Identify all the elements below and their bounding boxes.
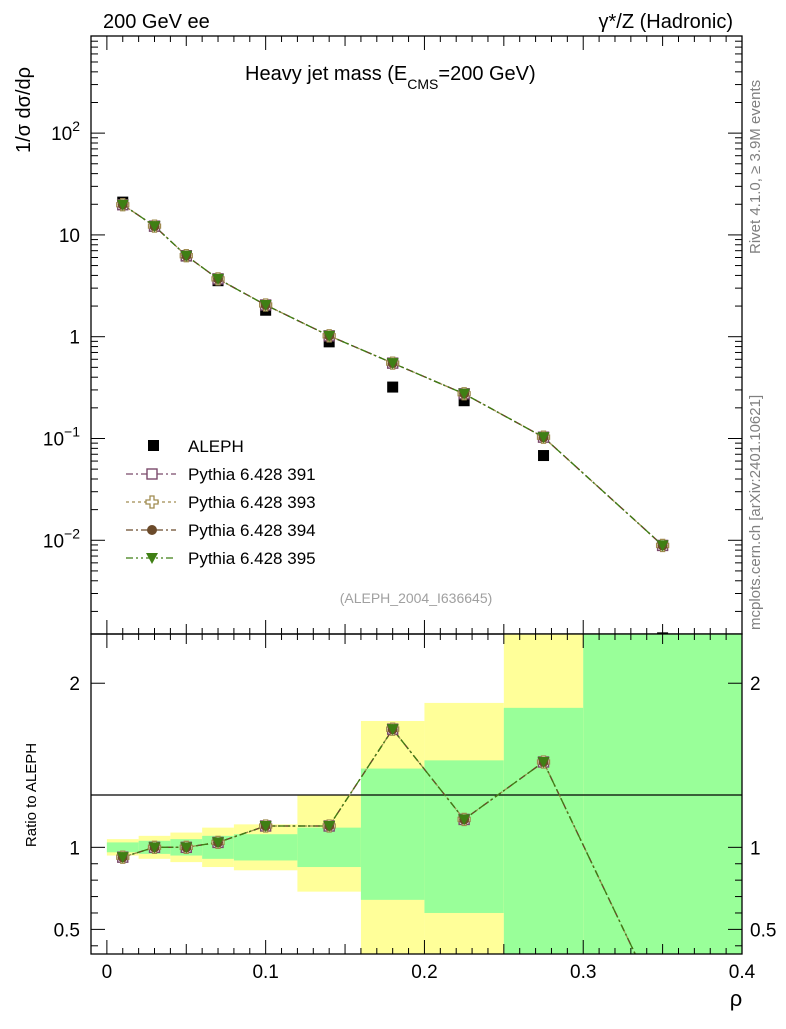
green-band <box>583 634 742 954</box>
mc-point <box>656 540 669 552</box>
mc-point <box>323 330 336 342</box>
ratio-y-tick-label: 0.5 <box>54 920 80 941</box>
green-band <box>233 834 298 861</box>
y-axis-label: 1/σ dσ/dρ <box>13 67 35 153</box>
mc-point <box>537 432 550 444</box>
y-tick-label: 10 <box>59 226 80 247</box>
legend-marker <box>146 468 158 480</box>
ratio-y-axis-label: Ratio to ALEPH <box>23 743 40 847</box>
legend: ALEPH Pythia 6.428 391 Pythia 6.428 393 Pyt… <box>126 437 316 568</box>
y-tick-label: 1 <box>69 328 80 349</box>
x-tick-label: 0.1 <box>252 962 278 983</box>
ratio-line <box>122 728 636 954</box>
legend-label-data: ALEPH <box>188 437 244 456</box>
legend-label: Pythia 6.428 391 <box>188 465 316 484</box>
green-band <box>503 707 584 954</box>
ratio-y-tick-label: 1 <box>69 838 80 859</box>
legend-label: Pythia 6.428 394 <box>188 521 316 540</box>
y-tick-label: 10−2 <box>43 525 80 552</box>
legend-label: Pythia 6.428 393 <box>188 493 316 512</box>
main-plot-frame <box>90 35 743 635</box>
ratio-lines <box>122 728 636 954</box>
ratio-plot-frame <box>90 633 743 955</box>
mc-point <box>386 358 399 370</box>
main-plot-marks <box>116 196 670 644</box>
ratio-point <box>323 821 336 832</box>
data-point <box>538 450 550 462</box>
legend-marker <box>145 495 159 509</box>
ratio-y-tick-label-right: 0.5 <box>750 920 776 941</box>
plot-title: Heavy jet mass (ECMS=200 GeV) <box>245 63 536 92</box>
ratio-plot-axes: 0 0.1 0.2 0.3 0.4 0.5 0.5 1 1 2 2 <box>54 634 776 983</box>
x-tick-label: 0.3 <box>570 962 596 983</box>
ratio-plot-panel: 0 0.1 0.2 0.3 0.4 0.5 0.5 1 1 2 2 Ratio to ALEPH ρ <box>23 633 776 1011</box>
ratio-point <box>212 837 225 849</box>
ratio-uncertainty-bands <box>106 634 742 954</box>
collision-label: 200 GeV ee <box>103 11 210 33</box>
main-plot-panel: 102 10 1 10−1 10−2 Heavy jet mass (ECMS=200 … <box>13 35 743 644</box>
ratio-point <box>386 724 399 736</box>
mc-point <box>212 273 225 285</box>
rivet-version-label: Rivet 4.1.0, ≥ 3.9M events <box>747 80 764 254</box>
mc-point <box>180 250 193 262</box>
ratio-point <box>116 852 129 864</box>
ratio-point <box>259 821 272 832</box>
y-tick-label: 10−1 <box>43 423 80 450</box>
y-tick-label: 102 <box>51 118 80 145</box>
ratio-y-tick-label-right: 2 <box>750 674 761 695</box>
ratio-point <box>537 757 550 768</box>
ratio-marks <box>116 722 636 954</box>
green-band <box>106 842 139 853</box>
ratio-y-tick-label-right: 1 <box>750 838 761 859</box>
x-tick-label: 0 <box>102 962 113 983</box>
mc-point <box>458 388 471 400</box>
x-tick-label: 0.2 <box>411 962 437 983</box>
ratio-point <box>458 814 471 826</box>
data-point <box>387 381 399 393</box>
x-axis-label: ρ <box>730 986 743 1011</box>
mcplots-label: mcplots.cern.ch [arXiv:2401.10621] <box>747 395 764 630</box>
main-plot-axes: 102 10 1 10−1 10−2 <box>43 35 743 634</box>
ratio-y-tick-label: 2 <box>69 674 80 695</box>
mc-point <box>116 199 129 211</box>
green-band <box>297 827 361 868</box>
mc-line-pythia-6.428-395 <box>122 204 664 546</box>
legend-label: Pythia 6.428 395 <box>188 549 316 568</box>
mc-point <box>148 221 161 233</box>
process-label: γ*/Z (Hadronic) <box>599 11 733 33</box>
ratio-point <box>148 842 161 854</box>
legend-marker <box>147 525 157 535</box>
ratio-point <box>180 842 193 854</box>
green-band <box>424 760 504 913</box>
mc-point <box>259 299 272 311</box>
legend-marker <box>146 553 158 564</box>
data-point <box>458 395 470 407</box>
legend-marker-data <box>148 440 159 451</box>
analysis-watermark: (ALEPH_2004_I636645) <box>340 590 493 606</box>
green-band <box>360 768 425 900</box>
x-tick-label: 0.4 <box>729 962 756 983</box>
